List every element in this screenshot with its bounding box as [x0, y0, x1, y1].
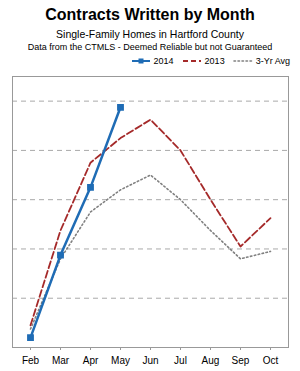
html-text:Single-Family Homes in Hartfor: Single-Family Homes in Hartford County: [56, 28, 244, 40]
svg-text:Aug: Aug: [202, 355, 220, 366]
svg-text:Apr: Apr: [83, 355, 99, 366]
svg-text:Mar: Mar: [52, 355, 70, 366]
html-text:2013: 2013: [204, 56, 225, 66]
svg-text:Sep: Sep: [232, 355, 250, 366]
svg-text:Jun: Jun: [142, 355, 158, 366]
html-text:2014: 2014: [153, 56, 174, 66]
svg-text:Oct: Oct: [263, 355, 279, 366]
svg-text:Feb: Feb: [22, 355, 40, 366]
svg-text:Jul: Jul: [174, 355, 187, 366]
html-text:3-Yr Avg: 3-Yr Avg: [255, 56, 290, 66]
html-text:Data from the CTMLS - Deemed R: Data from the CTMLS - Deemed Reliable bu…: [27, 42, 273, 52]
svg-text:May: May: [111, 355, 130, 366]
html-text:Contracts Written by Month: Contracts Written by Month: [45, 6, 255, 23]
